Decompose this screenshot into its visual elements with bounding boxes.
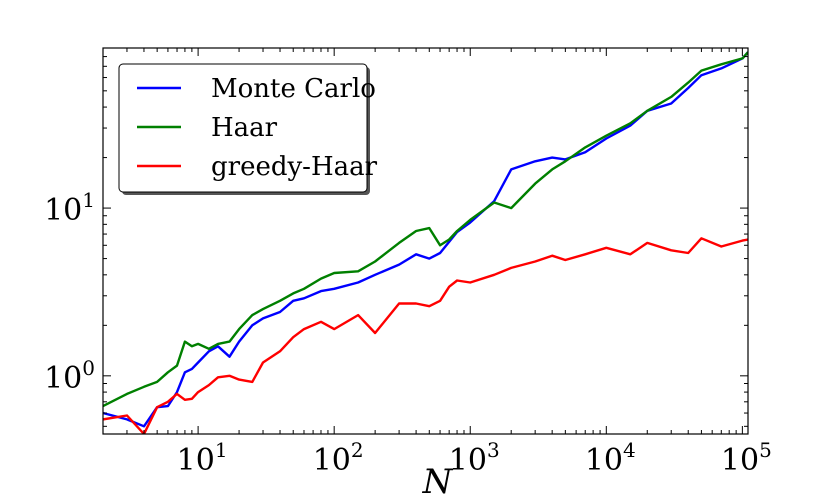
plot-frame <box>102 47 749 435</box>
legend-label: greedy-Haar <box>211 152 378 182</box>
legend-label: Haar <box>211 113 278 143</box>
series-layer <box>103 51 748 434</box>
y-tick-label: 100 <box>44 356 95 396</box>
x-tick-label: 101 <box>177 438 228 478</box>
x-tick-label: 102 <box>313 438 364 478</box>
legend-box <box>118 63 368 193</box>
ticks-layer: 101 102 103 104 105 100 101 <box>44 47 772 478</box>
series-line-greedy-haar <box>103 237 748 434</box>
x-tick-label: 105 <box>721 438 772 478</box>
series-line-haar <box>103 51 748 408</box>
legend: Monte Carlo Haar greedy-Haar <box>118 63 378 195</box>
x-tick-label: 104 <box>585 438 636 478</box>
x-axis-label: N <box>422 462 454 498</box>
series-line-monte-carlo <box>103 51 748 428</box>
legend-label: Monte Carlo <box>211 74 376 104</box>
y-tick-label: 101 <box>44 188 95 228</box>
x-tick-label: 103 <box>449 438 500 478</box>
